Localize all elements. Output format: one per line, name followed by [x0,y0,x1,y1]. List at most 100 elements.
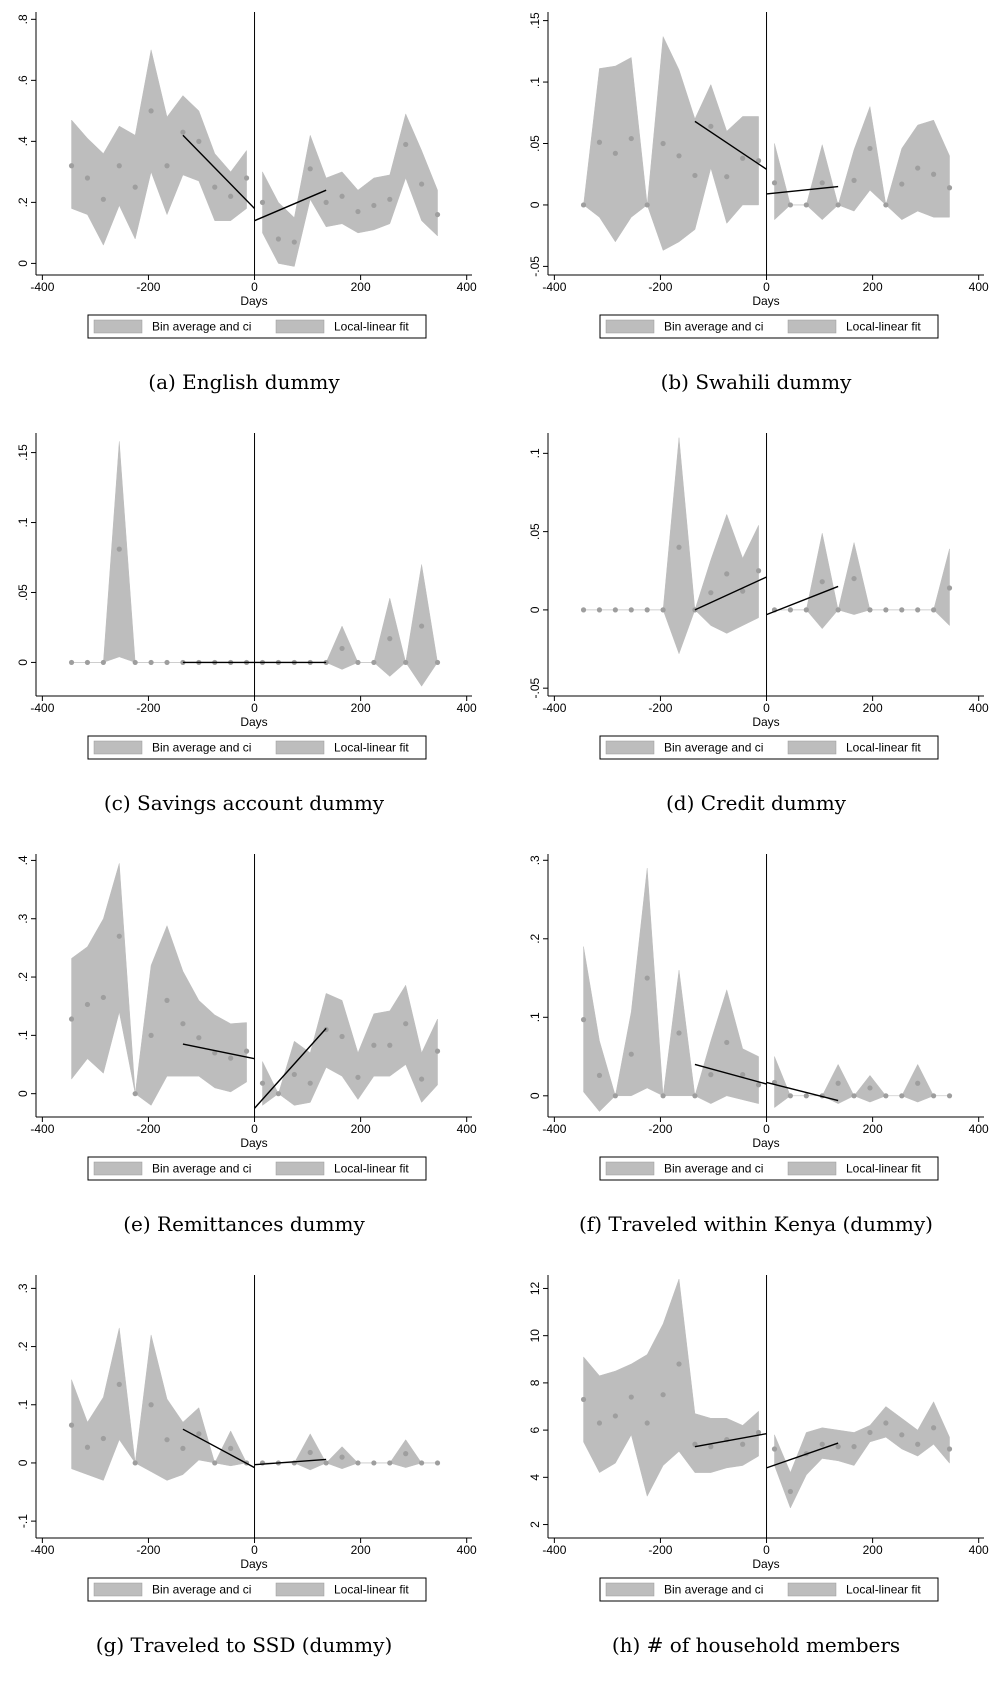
x-tick-label: 200 [351,1543,371,1557]
bin-point [228,1445,234,1451]
legend-swatch [275,1161,325,1176]
bin-point [883,202,889,208]
ci-band [583,868,759,1112]
bin-point [915,1080,921,1086]
bin-point [116,1381,122,1387]
legend-swatch [93,1161,143,1176]
bin-point [899,1432,905,1438]
bin-point [660,140,666,147]
bin-point [403,659,409,666]
bin-point [371,202,377,209]
bin-point [132,1460,138,1466]
x-tick-label: -200 [136,1122,160,1136]
y-tick-label: 0 [16,260,30,267]
legend-label: Bin average and ci [664,320,763,334]
ci-band [71,863,247,1106]
bin-point [148,1402,154,1408]
bin-point [644,202,650,208]
x-tick-label: -400 [542,1122,566,1136]
x-tick-label: 0 [251,280,258,294]
y-tick-label: .1 [528,77,542,87]
bin-point [819,579,825,585]
bin-point [787,202,793,208]
ci-band [71,1327,247,1481]
bin-point [116,546,122,552]
bin-point [612,1413,618,1419]
bin-point [228,193,234,199]
bin-point [387,1042,393,1048]
bin-point [628,1394,634,1400]
bin-point [180,129,186,135]
bin-point [100,659,106,666]
bin-point [291,239,297,245]
bin-point [644,1420,650,1426]
ci-band [583,35,759,251]
y-tick-label: 2 [528,1521,542,1528]
bin-point [355,1460,361,1466]
bin-point [835,202,841,208]
bin-point [164,163,170,169]
y-tick-label: .6 [16,75,30,85]
bin-point [899,1093,905,1099]
x-tick-label: -200 [136,701,160,715]
bin-point [180,1021,186,1027]
bin-point [196,138,202,144]
y-tick-label: .4 [16,136,30,146]
bin-point [899,607,905,613]
x-tick-label: -400 [30,1122,54,1136]
x-tick-label: 0 [251,1543,258,1557]
y-tick-label: 12 [528,1281,542,1295]
bin-point [835,1080,841,1086]
x-tick-label: 400 [969,280,989,294]
bin-point [403,141,409,148]
caption: (h) # of household members [612,1633,900,1657]
bin-point [371,1460,377,1466]
x-tick-label: 400 [969,1543,989,1557]
bin-point [68,659,75,666]
bin-point [68,1422,75,1428]
bin-point [100,994,106,1001]
bin-point [148,108,154,114]
y-tick-label: .2 [16,972,30,982]
x-tick-label: 400 [457,1543,477,1557]
bin-point [275,236,281,242]
bin-point [596,1420,603,1426]
x-tick-label: 0 [251,701,258,715]
y-tick-label: 0 [16,1090,30,1097]
x-tick-label: 200 [863,280,883,294]
bin-point [387,196,393,202]
x-tick-label: 0 [763,280,770,294]
bin-point [915,607,921,613]
bin-point [580,1396,587,1403]
bin-point [323,1460,329,1466]
bin-point [148,659,154,666]
x-tick-label: -400 [542,701,566,715]
legend-swatch [275,319,325,334]
bin-point [819,180,825,186]
bin-point [580,202,587,208]
legend-box [87,1577,427,1602]
bin-point [899,181,905,187]
bin-point [692,1093,698,1099]
y-tick-label: .2 [528,933,542,943]
x-axis-title: Days [752,294,779,308]
x-tick-label: -400 [30,701,54,715]
bin-point [371,659,377,666]
bin-point [323,199,329,205]
y-tick-label: .15 [16,444,30,461]
bin-point [740,155,746,161]
legend-box [599,1156,939,1181]
panel: 0 .1 .2 .3 -400 -200 0 200 400 Days Bin average an… [528,854,989,1236]
y-tick-label: .05 [528,523,542,540]
bin-point [307,1449,313,1456]
bin-point [580,1017,587,1023]
legend-box [87,1156,427,1181]
bin-point [612,607,618,613]
ci-band [774,105,950,221]
x-tick-label: -400 [542,1543,566,1557]
panel: -.05 0 .05 .1 .15 -400 -200 0 200 400 Days Bin aver… [528,12,989,394]
bin-point [100,1435,106,1442]
bin-point [931,171,937,177]
y-tick-label: .1 [528,448,542,458]
